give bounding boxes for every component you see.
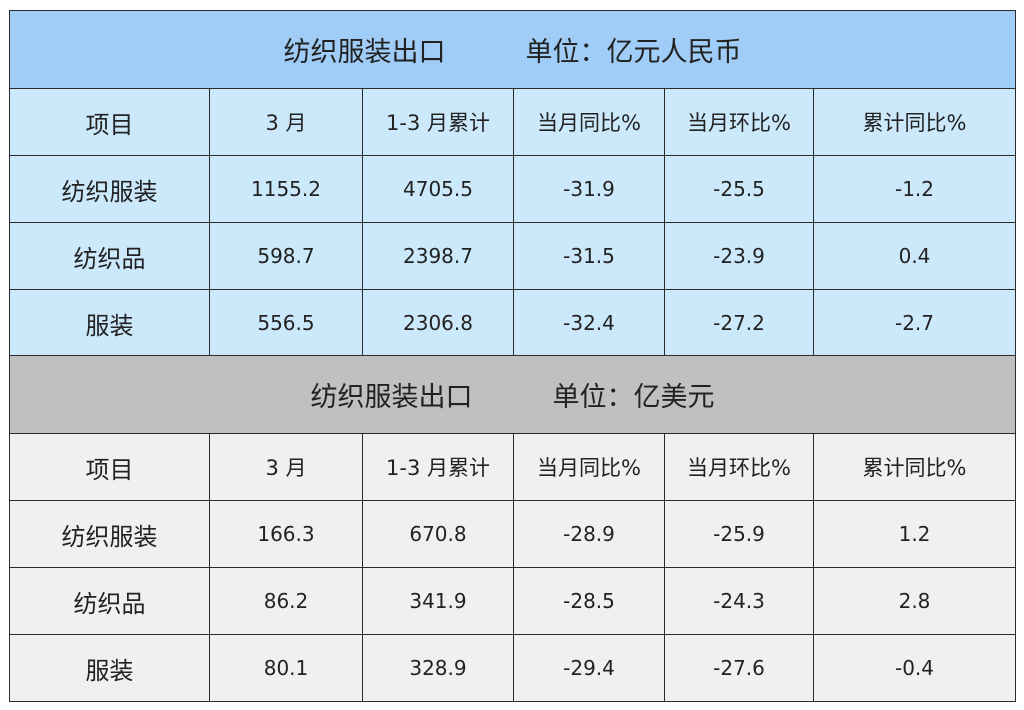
table-title: 纺织服装出口 单位：亿美元 [9, 355, 1016, 434]
table-cell: 556.5 [209, 289, 363, 357]
column-header: 累计同比% [813, 88, 1016, 156]
column-header: 当月同比% [513, 433, 665, 501]
table-cell: 670.8 [362, 500, 514, 568]
table-cell: -24.3 [664, 567, 814, 635]
table-cell: 2398.7 [362, 222, 514, 290]
table-cell: -1.2 [813, 155, 1016, 223]
table-row: 纺织品 86.2 341.9 -28.5 -24.3 2.8 [9, 567, 1016, 635]
table-cell: 80.1 [209, 634, 363, 702]
table-cell: -29.4 [513, 634, 665, 702]
row-label: 纺织服装 [9, 155, 210, 223]
title-text: 纺织服装出口 [310, 382, 473, 413]
column-header: 1-3 月累计 [362, 433, 514, 501]
table-cell: 1155.2 [209, 155, 363, 223]
table-cell: 598.7 [209, 222, 363, 290]
column-header: 当月同比% [513, 88, 665, 156]
table-title-row: 纺织服装出口 单位：亿美元 [9, 355, 1016, 434]
table-cell: 4705.5 [362, 155, 514, 223]
column-header: 项目 [9, 88, 210, 156]
table-cell: -27.2 [664, 289, 814, 357]
table-cell: 328.9 [362, 634, 514, 702]
table-cell: -28.5 [513, 567, 665, 635]
column-header: 当月环比% [664, 88, 814, 156]
table-cell: 341.9 [362, 567, 514, 635]
column-header: 1-3 月累计 [362, 88, 514, 156]
table-cell: -32.4 [513, 289, 665, 357]
table-cell: -31.5 [513, 222, 665, 290]
rmb-export-table: 纺织服装出口 单位：亿元人民币项目 3 月 1-3 月累计 当月同比% 当月环比% 累计同比… [9, 10, 1016, 357]
table-cell: 2.8 [813, 567, 1016, 635]
table-row: 纺织品 598.7 2398.7 -31.5 -23.9 0.4 [9, 222, 1016, 290]
table-cell: -25.9 [664, 500, 814, 568]
column-header: 当月环比% [664, 433, 814, 501]
table-cell: 166.3 [209, 500, 363, 568]
table-cell: -0.4 [813, 634, 1016, 702]
row-label: 纺织服装 [9, 500, 210, 568]
row-label: 纺织品 [9, 222, 210, 290]
column-header: 3 月 [209, 88, 363, 156]
table-title: 纺织服装出口 单位：亿元人民币 [9, 10, 1016, 89]
table-row: 纺织服装 1155.2 4705.5 -31.9 -25.5 -1.2 [9, 155, 1016, 223]
table-cell: 1.2 [813, 500, 1016, 568]
table-cell: -28.9 [513, 500, 665, 568]
usd-export-table: 纺织服装出口 单位：亿美元 项目 3 月 1-3 月累计 当月同比% 当月环比% 累计同比% 纺… [9, 355, 1016, 702]
unit-text: 单位：亿元人民币 [525, 37, 742, 68]
row-label: 服装 [9, 289, 210, 357]
table-row: 服装 556.5 2306.8 -32.4 -27.2 -2.7 [9, 289, 1016, 357]
unit-text: 单位：亿美元 [552, 382, 715, 413]
table-cell: -23.9 [664, 222, 814, 290]
table-cell: -31.9 [513, 155, 665, 223]
table-cell: -27.6 [664, 634, 814, 702]
table-cell: -25.5 [664, 155, 814, 223]
table-cell: 2306.8 [362, 289, 514, 357]
header-row: 项目 3 月 1-3 月累计 当月同比% 当月环比% 累计同比% [9, 88, 1016, 156]
column-header: 累计同比% [813, 433, 1016, 501]
table-title-row: 纺织服装出口 单位：亿元人民币 [9, 10, 1016, 89]
column-header: 项目 [9, 433, 210, 501]
table-cell: 86.2 [209, 567, 363, 635]
table-row: 服装 80.1 328.9 -29.4 -27.6 -0.4 [9, 634, 1016, 702]
row-label: 服装 [9, 634, 210, 702]
table-cell: 0.4 [813, 222, 1016, 290]
column-header: 3 月 [209, 433, 363, 501]
table-cell: -2.7 [813, 289, 1016, 357]
title-text: 纺织服装出口 [283, 37, 446, 68]
table-row: 纺织服装 166.3 670.8 -28.9 -25.9 1.2 [9, 500, 1016, 568]
header-row: 项目 3 月 1-3 月累计 当月同比% 当月环比% 累计同比% [9, 433, 1016, 501]
row-label: 纺织品 [9, 567, 210, 635]
